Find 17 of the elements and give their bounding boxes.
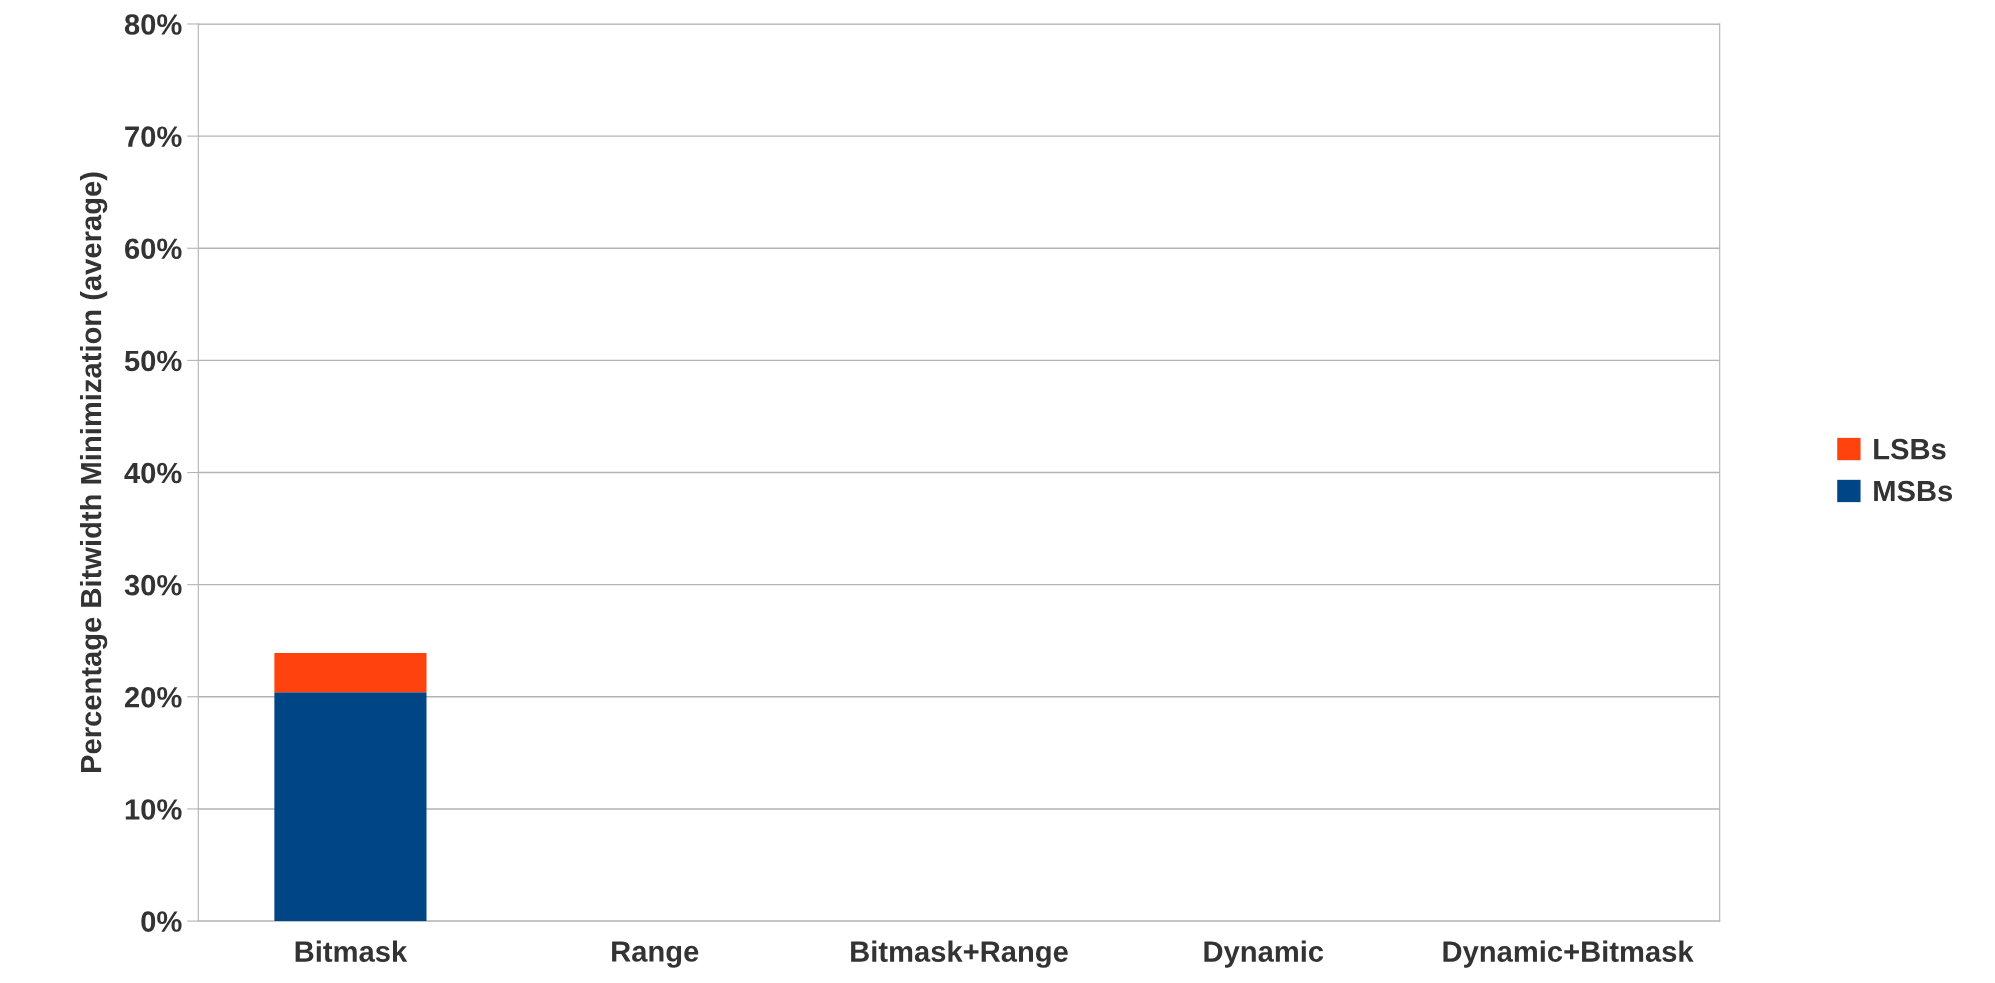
- x-tick-label: Range: [612, 941, 699, 968]
- y-tick-label: 40%: [124, 462, 182, 484]
- y-tick-label: 30%: [124, 574, 182, 596]
- y-tick-label: 80%: [124, 14, 182, 35]
- y-tick-label: 60%: [125, 238, 182, 260]
- y-tick-label: 20%: [124, 687, 182, 708]
- y-tick-label: 50%: [124, 350, 182, 372]
- y-tick-label: 70%: [125, 126, 182, 147]
- y-axis-title: Percentage Bitwidth Minimization (average): [79, 172, 108, 772]
- legend-label: MSBs: [1874, 480, 1953, 502]
- y-tick-label: 10%: [125, 799, 182, 820]
- x-tick-label: Dynamic+Bitmask: [1443, 940, 1694, 968]
- legend-label: LSBs: [1874, 438, 1946, 460]
- x-tick-label: Bitmask: [295, 940, 408, 962]
- x-tick-label: Bitmask+Range: [851, 940, 1068, 968]
- y-tick-label: 0%: [141, 911, 182, 932]
- x-tick-label: Dynamic: [1204, 940, 1324, 968]
